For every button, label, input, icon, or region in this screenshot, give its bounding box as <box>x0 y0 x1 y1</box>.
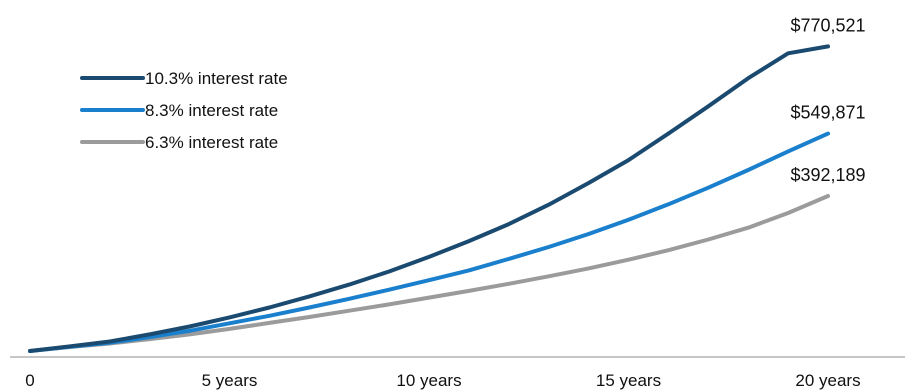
series-line-3 <box>28 194 830 353</box>
x-tick-label: 20 years <box>795 371 860 390</box>
x-tick-label: 15 years <box>596 371 661 390</box>
end-value-labels: $770,521 $549,871 $392,189 <box>790 15 865 185</box>
legend-label-3: 6.3% interest rate <box>145 133 278 152</box>
series-lines <box>28 44 830 353</box>
end-value-label-3: $392,189 <box>790 165 865 185</box>
legend-label-2: 8.3% interest rate <box>145 101 278 120</box>
x-tick-labels: 0 5 years 10 years 15 years 20 years <box>25 371 860 390</box>
x-tick-label: 0 <box>25 371 34 390</box>
x-tick-label: 10 years <box>396 371 461 390</box>
x-tick-label: 5 years <box>202 371 258 390</box>
legend-label-1: 10.3% interest rate <box>145 69 288 88</box>
end-value-label-1: $770,521 <box>790 15 865 35</box>
series-line-2 <box>28 131 830 353</box>
legend: 10.3% interest rate 8.3% interest rate 6.3… <box>80 69 288 152</box>
series-line-1 <box>28 44 830 353</box>
end-value-label-2: $549,871 <box>790 103 865 123</box>
